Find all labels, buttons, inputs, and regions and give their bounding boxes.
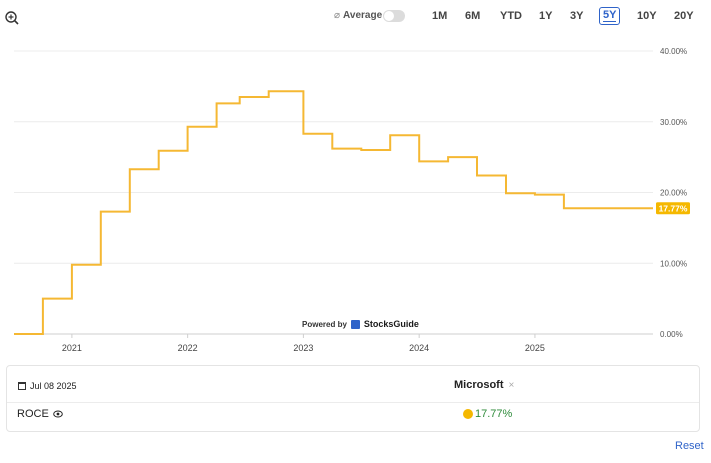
average-toggle[interactable] [383,10,405,22]
range-button-ytd[interactable]: YTD [497,7,525,25]
x-tick-label: 2022 [178,343,198,353]
remove-company-icon[interactable]: × [508,379,515,391]
metric-name: ROCE [17,408,49,420]
x-tick-label: 2024 [409,343,429,353]
range-button-label: 10Y [637,10,657,22]
zoom-in-icon[interactable] [4,10,20,26]
metric-value: 17.77% [463,408,512,420]
metric-row-label: ROCE [17,408,63,420]
y-tick-label: 20.00% [660,189,687,198]
panel-header: Jul 08 2025 Microsoft × [7,366,699,403]
range-button-label: 6M [465,10,481,22]
roce-series-line [14,90,653,335]
y-tick-label: 0.00% [660,330,683,339]
last-value-marker: 17.77% [656,202,690,215]
range-button-label: 3Y [570,10,584,22]
range-button-label: 1Y [539,10,553,22]
range-button-10y[interactable]: 10Y [634,7,660,25]
calendar-icon [18,382,26,390]
chart-grid [14,50,653,335]
y-tick-label: 30.00% [660,118,687,127]
company-name: Microsoft [454,379,504,391]
last-value-label: 17.77% [659,203,688,213]
company-chip: Microsoft × [454,379,514,391]
x-tick-label: 2023 [293,343,313,353]
y-axis: 0.00% 10.00% 20.00% 30.00% 40.00% [660,47,687,339]
x-axis: 2021 2022 2023 2024 2025 [62,334,545,353]
average-text: Average [343,10,383,21]
powered-by-text: Powered by [302,319,347,329]
brand-name: StocksGuide [363,319,419,329]
x-tick-label: 2025 [525,343,545,353]
range-button-5y[interactable]: 5Y [599,7,621,25]
roce-chart: 0.00%10.00%20.00%30.00%40.00% 2021 2022 20… [14,47,690,353]
range-button-3y[interactable]: 3Y [567,7,586,25]
series-color-dot [463,409,473,419]
stocksguide-logo-icon [350,319,360,329]
date-text: Jul 08 2025 [30,381,77,391]
last-value-badge [656,202,690,215]
y-tick-label: 40.00% [660,47,687,56]
range-button-label: 20Y [674,10,694,22]
y-tick-label: 10.00% [660,259,687,268]
date-display: Jul 08 2025 [18,381,77,391]
chart-toolbar: ⌀ Average 1M 6M YTD 1Y 3Y 5Y 10Y 20Y [0,0,711,34]
toggle-knob [384,11,394,21]
metric-value-text: 17.77% [475,408,513,420]
range-button-1y[interactable]: 1Y [536,7,555,25]
range-button-label: 5Y [603,9,617,22]
range-button-6m[interactable]: 6M [462,7,483,25]
powered-by-credit[interactable]: Powered by StocksGuide [302,319,419,329]
eye-icon[interactable] [52,410,63,418]
range-button-20y[interactable]: 20Y [671,7,697,25]
tooltip-panel: Jul 08 2025 Microsoft × ROCE 17.77% [6,365,700,432]
reset-link[interactable]: Reset [675,440,704,452]
range-button-label: 1M [432,10,448,22]
range-button-label: YTD [500,10,522,22]
x-tick-label: 2021 [62,343,82,353]
range-button-1m[interactable]: 1M [429,7,450,25]
average-label: ⌀ Average [334,10,382,21]
average-icon: ⌀ [334,10,341,21]
